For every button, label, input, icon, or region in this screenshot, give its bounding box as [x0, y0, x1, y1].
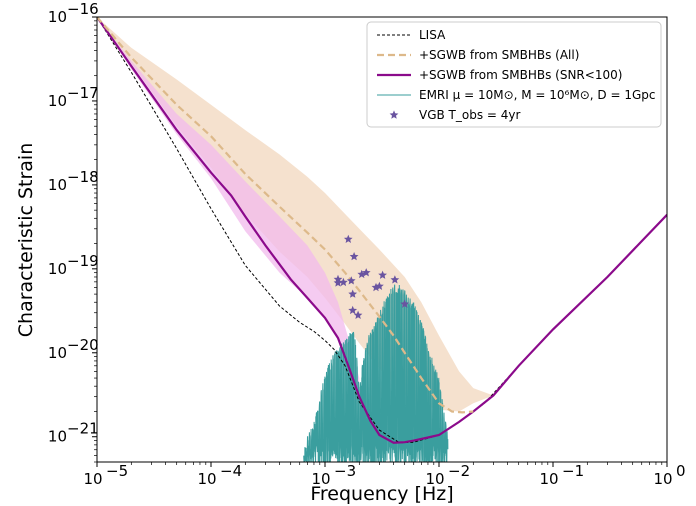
x-tick-label: 10 — [425, 470, 444, 488]
x-tick-exponent: 0 — [676, 462, 686, 480]
legend-label-lisa: LISA — [419, 28, 446, 42]
x-tick-exponent: −4 — [220, 462, 242, 480]
vgb-point — [375, 281, 384, 290]
legend-label-emri: EMRI μ = 10M⊙, M = 10⁶M⊙, D = 1Gpc — [419, 88, 655, 102]
y-tick-label: 10 — [48, 428, 67, 446]
x-tick-label: 10 — [539, 470, 558, 488]
x-axis-title: Frequency [Hz] — [310, 483, 453, 505]
x-tick-label: 10 — [653, 470, 672, 488]
y-tick-label: 10 — [48, 92, 67, 110]
y-tick-exponent: −21 — [67, 420, 99, 438]
y-tick-exponent: −17 — [67, 84, 99, 102]
y-tick-exponent: −19 — [67, 252, 99, 270]
y-axis-title: Characteristic Strain — [15, 143, 37, 337]
y-tick-exponent: −16 — [67, 0, 99, 18]
vgb-point — [371, 282, 381, 292]
x-tick-exponent: −5 — [106, 462, 128, 480]
legend: LISA +SGWB from SMBHBs (All) +SGWB from SM… — [366, 21, 662, 128]
legend-label-vgb: VGB T_obs = 4yr — [419, 108, 521, 122]
x-tick-label: 10 — [197, 470, 216, 488]
y-tick-label: 10 — [48, 344, 67, 362]
vgb-point — [343, 234, 353, 243]
y-tick-exponent: −18 — [67, 168, 99, 186]
x-tick-label: 10 — [311, 470, 330, 488]
legend-label-sgwb-all: +SGWB from SMBHBs (All) — [419, 48, 579, 62]
vgb-point — [339, 277, 348, 287]
sgwb-snr-line — [97, 17, 667, 444]
x-tick-exponent: −1 — [562, 462, 584, 480]
vgb-point — [390, 275, 400, 284]
y-tick-label: 10 — [48, 8, 67, 26]
vgb-point — [361, 268, 371, 277]
vgb-point — [348, 305, 358, 315]
vgb-point — [346, 276, 356, 285]
legend-label-sgwb-snr: +SGWB from SMBHBs (SNR<100) — [419, 68, 622, 82]
y-tick-label: 10 — [48, 176, 67, 194]
vgb-point — [348, 289, 358, 298]
vgb-point — [353, 310, 363, 319]
emri-curve — [303, 284, 449, 462]
plot-frame — [96, 16, 668, 463]
vgb-point — [400, 299, 410, 308]
x-tick-exponent: −3 — [334, 462, 356, 480]
y-tick-label: 10 — [48, 260, 67, 278]
legend-swatch-vgb — [389, 110, 399, 119]
vgb-point — [333, 278, 343, 287]
vgb-point — [349, 252, 359, 261]
vgb-point — [378, 270, 387, 279]
y-tick-exponent: −20 — [67, 336, 99, 354]
x-tick-label: 10 — [83, 470, 102, 488]
x-tick-exponent: −2 — [448, 462, 470, 480]
legend-box — [366, 21, 662, 128]
